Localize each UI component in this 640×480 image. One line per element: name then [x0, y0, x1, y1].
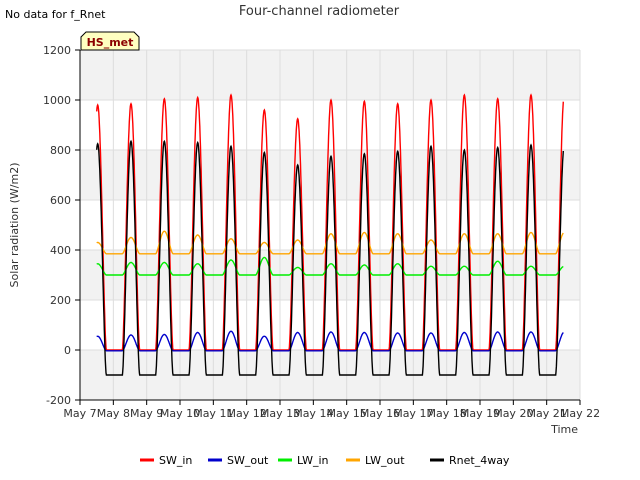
y-tick-label: 400: [50, 244, 71, 257]
legend: SW_in SW_out LW_in LW_out Rnet_4way: [140, 454, 510, 467]
axes: -200 0 200 400 600 800 1000 1200 May 7 May 8 May 9…: [43, 44, 600, 420]
plot-band: [80, 50, 580, 100]
series-lines: [96, 93, 564, 376]
series-line-rnet-4way: [96, 139, 564, 376]
x-axis-label: Time: [550, 423, 578, 436]
x-tick-label: May 18: [427, 407, 467, 420]
x-tick-label: May 12: [227, 407, 267, 420]
x-tick-label: May 7: [63, 407, 96, 420]
x-tick-label: May 10: [160, 407, 200, 420]
legend-label-sw-in: SW_in: [159, 454, 192, 467]
legend-label-sw-out: SW_out: [227, 454, 269, 467]
y-tick-label: 1200: [43, 44, 71, 57]
plot-band: [80, 350, 580, 400]
legend-label-lw-in: LW_in: [297, 454, 329, 467]
x-tick-label: May 22: [560, 407, 600, 420]
plot-band: [80, 250, 580, 300]
y-tick-label: 1000: [43, 94, 71, 107]
x-tick-label: May 15: [327, 407, 367, 420]
x-tick-label: May 8: [97, 407, 130, 420]
x-tick-label: May 19: [460, 407, 500, 420]
y-tick-label: 600: [50, 194, 71, 207]
series-line-sw-in: [96, 93, 564, 351]
hs-met-badge: HS_met: [80, 31, 140, 51]
y-tick-label: -200: [46, 394, 71, 407]
hs-met-badge-label: HS_met: [87, 36, 134, 49]
series-line-sw-out: [96, 330, 564, 352]
legend-label-rnet-4way: Rnet_4way: [449, 454, 510, 467]
no-data-note: No data for f_Rnet: [5, 8, 106, 21]
chart-title: Four-channel radiometer: [239, 4, 400, 19]
x-tick-label: May 13: [260, 407, 300, 420]
legend-label-lw-out: LW_out: [365, 454, 405, 467]
x-tick-label: May 21: [527, 407, 567, 420]
y-tick-label: 0: [64, 344, 71, 357]
series-line-lw-out: [96, 230, 564, 255]
x-tick-label: May 20: [493, 407, 533, 420]
x-tick-label: May 16: [360, 407, 400, 420]
y-tick-label: 800: [50, 144, 71, 157]
series-line-lw-in: [96, 256, 564, 276]
y-axis-label: Solar radiation (W/m2): [8, 162, 21, 287]
x-tick-label: May 14: [293, 407, 333, 420]
y-tick-label: 200: [50, 294, 71, 307]
x-tick-label: May 17: [393, 407, 433, 420]
x-tick-label: May 9: [130, 407, 163, 420]
x-tick-label: May 11: [193, 407, 233, 420]
